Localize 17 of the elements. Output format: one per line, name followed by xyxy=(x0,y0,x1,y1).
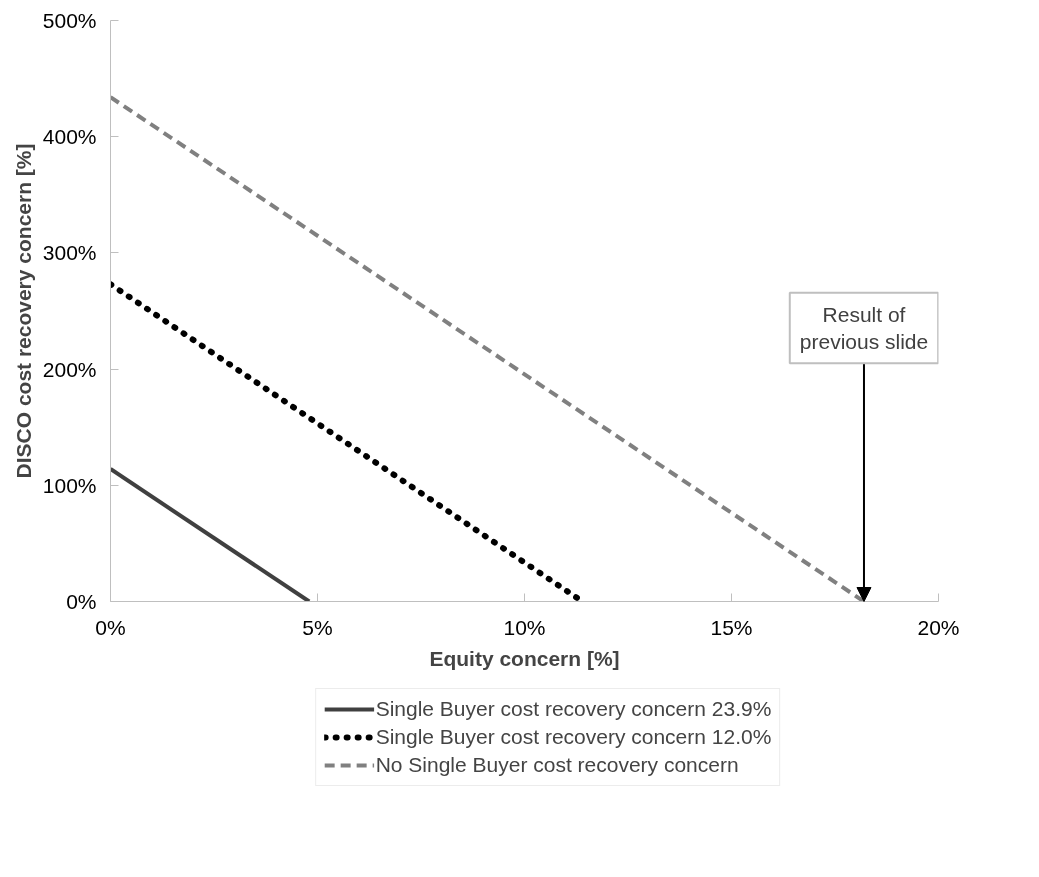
legend-label: Single Buyer cost recovery concern 23.9% xyxy=(375,697,772,721)
y-tick-label: 300% xyxy=(42,241,97,265)
y-tick-label: 100% xyxy=(42,473,97,497)
y-axis-title: DISCO cost recovery concern [%] xyxy=(11,143,35,479)
x-tick-label: 0% xyxy=(95,615,126,639)
legend-label: No Single Buyer cost recovery concern xyxy=(375,753,739,777)
y-tick-label: 200% xyxy=(42,357,97,381)
y-tick-label: 400% xyxy=(42,125,97,149)
x-tick-label: 20% xyxy=(917,615,960,639)
x-tick-label: 15% xyxy=(710,615,753,639)
y-tick-label: 500% xyxy=(42,9,97,32)
annotation: Result of previous slide xyxy=(799,302,929,354)
legend-label: Single Buyer cost recovery concern 12.0% xyxy=(375,725,772,749)
y-tick-label: 0% xyxy=(66,590,97,613)
x-tick-label: 10% xyxy=(503,615,546,639)
x-axis-title: Equity concern [%] xyxy=(429,646,620,670)
x-tick-label: 5% xyxy=(302,615,333,639)
